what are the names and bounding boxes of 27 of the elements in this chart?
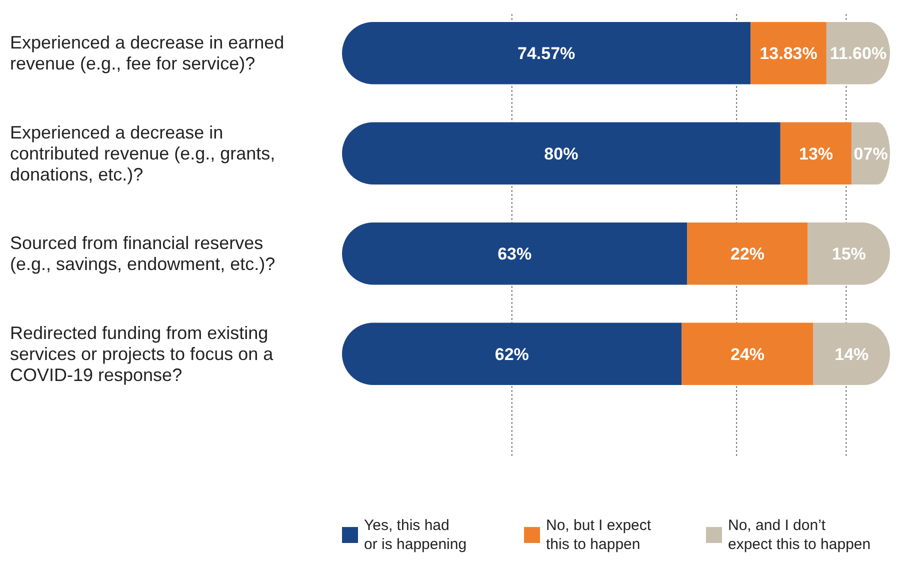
data-label: 13.83% bbox=[760, 44, 818, 64]
data-label: 14% bbox=[834, 344, 869, 364]
legend-label: No, and I don’t expect this to happen bbox=[728, 517, 871, 553]
data-label: 24% bbox=[730, 344, 765, 364]
data-label: 22% bbox=[730, 244, 765, 264]
bar bbox=[342, 222, 688, 285]
bar bbox=[342, 322, 682, 385]
bar bbox=[750, 22, 826, 84]
bar bbox=[780, 122, 852, 184]
y-tick-label: Experienced a decrease in contributed revenue (e.g., grants, donations, etc.)? bbox=[10, 122, 276, 184]
y-tick-label: Redirected funding from existing services or projects to focus on a COVID-19 response? bbox=[10, 322, 274, 385]
data-label: 63% bbox=[498, 244, 532, 264]
legend-label: Yes, this had or is happening bbox=[364, 517, 467, 553]
data-label: 74.57% bbox=[517, 44, 576, 64]
y-tick-label: Sourced from financial reserves (e.g., savings, endowment, etc.)? bbox=[10, 233, 276, 274]
bar bbox=[682, 322, 814, 385]
data-label: 07% bbox=[854, 144, 888, 164]
data-label: 15% bbox=[832, 244, 866, 264]
bar bbox=[342, 122, 780, 184]
data-label: 80% bbox=[544, 144, 578, 164]
y-tick-label: Experienced a decrease in earned revenue (e.g., fee for service)? bbox=[10, 32, 284, 74]
data-label: 11.60% bbox=[830, 44, 887, 64]
data-label: 62% bbox=[494, 344, 529, 364]
legend-label: No, but I expect this to happen bbox=[546, 517, 652, 553]
bar bbox=[342, 22, 751, 84]
data-label: 13% bbox=[799, 144, 834, 164]
bar bbox=[687, 222, 808, 285]
